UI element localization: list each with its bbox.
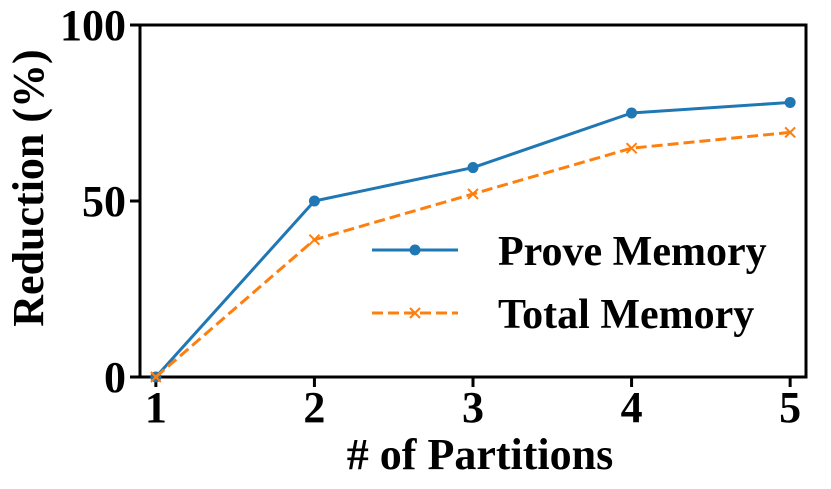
legend-entry: Prove Memory: [372, 229, 767, 275]
data-point: [784, 96, 796, 108]
data-point: [626, 107, 638, 119]
data-point: [467, 188, 479, 200]
series-layer: [150, 96, 796, 383]
x-tick-label: 3: [462, 383, 484, 432]
y-tick-label: 0: [104, 353, 126, 402]
data-point: [467, 162, 479, 174]
legend-marker: [409, 307, 421, 319]
legend-label: Prove Memory: [498, 229, 767, 275]
data-point: [308, 234, 321, 246]
y-tick-label: 50: [82, 177, 126, 226]
y-tick-label: 100: [60, 1, 126, 50]
x-tick-label: 5: [779, 383, 801, 432]
legend-label: Total Memory: [498, 292, 754, 338]
data-point: [150, 371, 162, 383]
x-tick-label: 4: [621, 383, 643, 432]
y-axis-label: Reduction (%): [4, 49, 53, 326]
legend: Prove Memory Total Memory: [372, 229, 767, 338]
legend-marker: [409, 244, 421, 256]
y-axis-ticks: 0 50 100: [60, 1, 140, 402]
data-point: [784, 126, 796, 139]
x-tick-label: 1: [145, 383, 167, 432]
legend-entry: Total Memory: [372, 292, 754, 338]
series-2: [150, 126, 796, 383]
x-tick-label: 2: [303, 383, 325, 432]
x-axis-label: # of Partitions: [347, 430, 613, 479]
x-axis-ticks: 1 2 3 4 5: [145, 377, 801, 432]
data-point: [308, 195, 320, 207]
data-point: [625, 142, 638, 154]
